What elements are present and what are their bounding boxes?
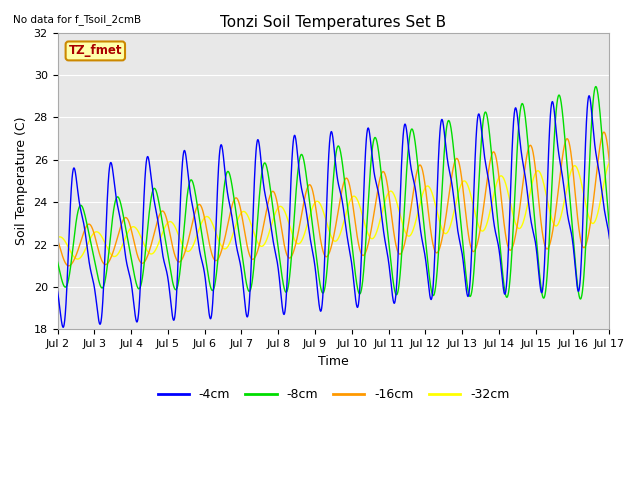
X-axis label: Time: Time [318, 355, 349, 368]
Text: No data for f_Tsoil_2cmB: No data for f_Tsoil_2cmB [13, 14, 141, 25]
Legend: -4cm, -8cm, -16cm, -32cm: -4cm, -8cm, -16cm, -32cm [152, 383, 515, 406]
Y-axis label: Soil Temperature (C): Soil Temperature (C) [15, 117, 28, 245]
Text: TZ_fmet: TZ_fmet [68, 45, 122, 58]
Title: Tonzi Soil Temperatures Set B: Tonzi Soil Temperatures Set B [220, 15, 447, 30]
